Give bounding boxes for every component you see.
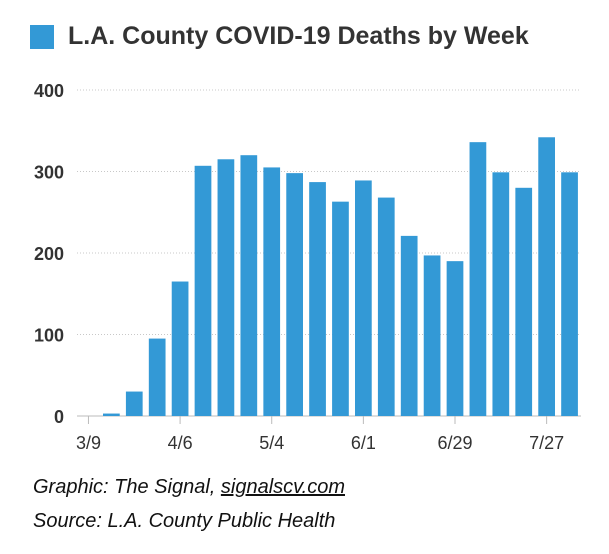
x-tick-label: 6/29 <box>437 433 472 453</box>
bar <box>125 391 143 416</box>
x-tick-label: 3/9 <box>76 433 101 453</box>
bar-chart: 0 100 200 300 400 3/9 4/6 5/4 6/1 6/29 7/27 <box>34 81 581 453</box>
bar <box>400 235 418 416</box>
bar <box>240 155 258 416</box>
bar <box>377 197 395 416</box>
bar <box>148 338 166 416</box>
bar <box>355 180 372 416</box>
bar <box>171 281 189 416</box>
bar <box>194 165 212 416</box>
bar <box>423 255 441 416</box>
x-tick-label: 6/1 <box>351 433 376 453</box>
x-axis-ticks: 3/9 4/6 5/4 6/1 6/29 7/27 <box>76 416 564 453</box>
bar <box>492 172 510 416</box>
bar <box>469 142 487 416</box>
credits: Graphic: The Signal, signalscv.com Sourc… <box>33 470 345 538</box>
bar <box>561 172 578 416</box>
bar <box>538 137 555 416</box>
y-tick-label: 300 <box>34 163 64 183</box>
bar <box>446 261 464 416</box>
y-tick-label: 200 <box>34 244 64 264</box>
graphic-credit: Graphic: The Signal, signalscv.com <box>33 470 345 504</box>
legend: L.A. County COVID-19 Deaths by Week <box>30 22 529 51</box>
bar <box>103 413 120 416</box>
bar <box>217 159 235 416</box>
x-tick-label: 7/27 <box>529 433 564 453</box>
legend-swatch <box>30 24 54 49</box>
y-tick-label: 0 <box>54 407 64 427</box>
bars <box>103 137 578 416</box>
bar <box>332 201 349 416</box>
y-tick-label: 400 <box>34 81 64 101</box>
signal-website-link[interactable]: signalscv.com <box>220 476 345 498</box>
bar <box>515 187 533 416</box>
graphic-credit-prefix: Graphic: The Signal, <box>33 476 221 498</box>
legend-label: L.A. County COVID-19 Deaths by Week <box>68 22 529 50</box>
y-tick-label: 100 <box>34 326 64 346</box>
bar <box>309 182 326 416</box>
source-credit: Source: L.A. County Public Health <box>33 510 336 532</box>
x-tick-label: 5/4 <box>259 433 284 453</box>
y-axis-ticks: 0 100 200 300 400 <box>34 81 64 427</box>
bar <box>286 173 303 416</box>
x-tick-label: 4/6 <box>168 433 193 453</box>
bar <box>263 167 281 416</box>
